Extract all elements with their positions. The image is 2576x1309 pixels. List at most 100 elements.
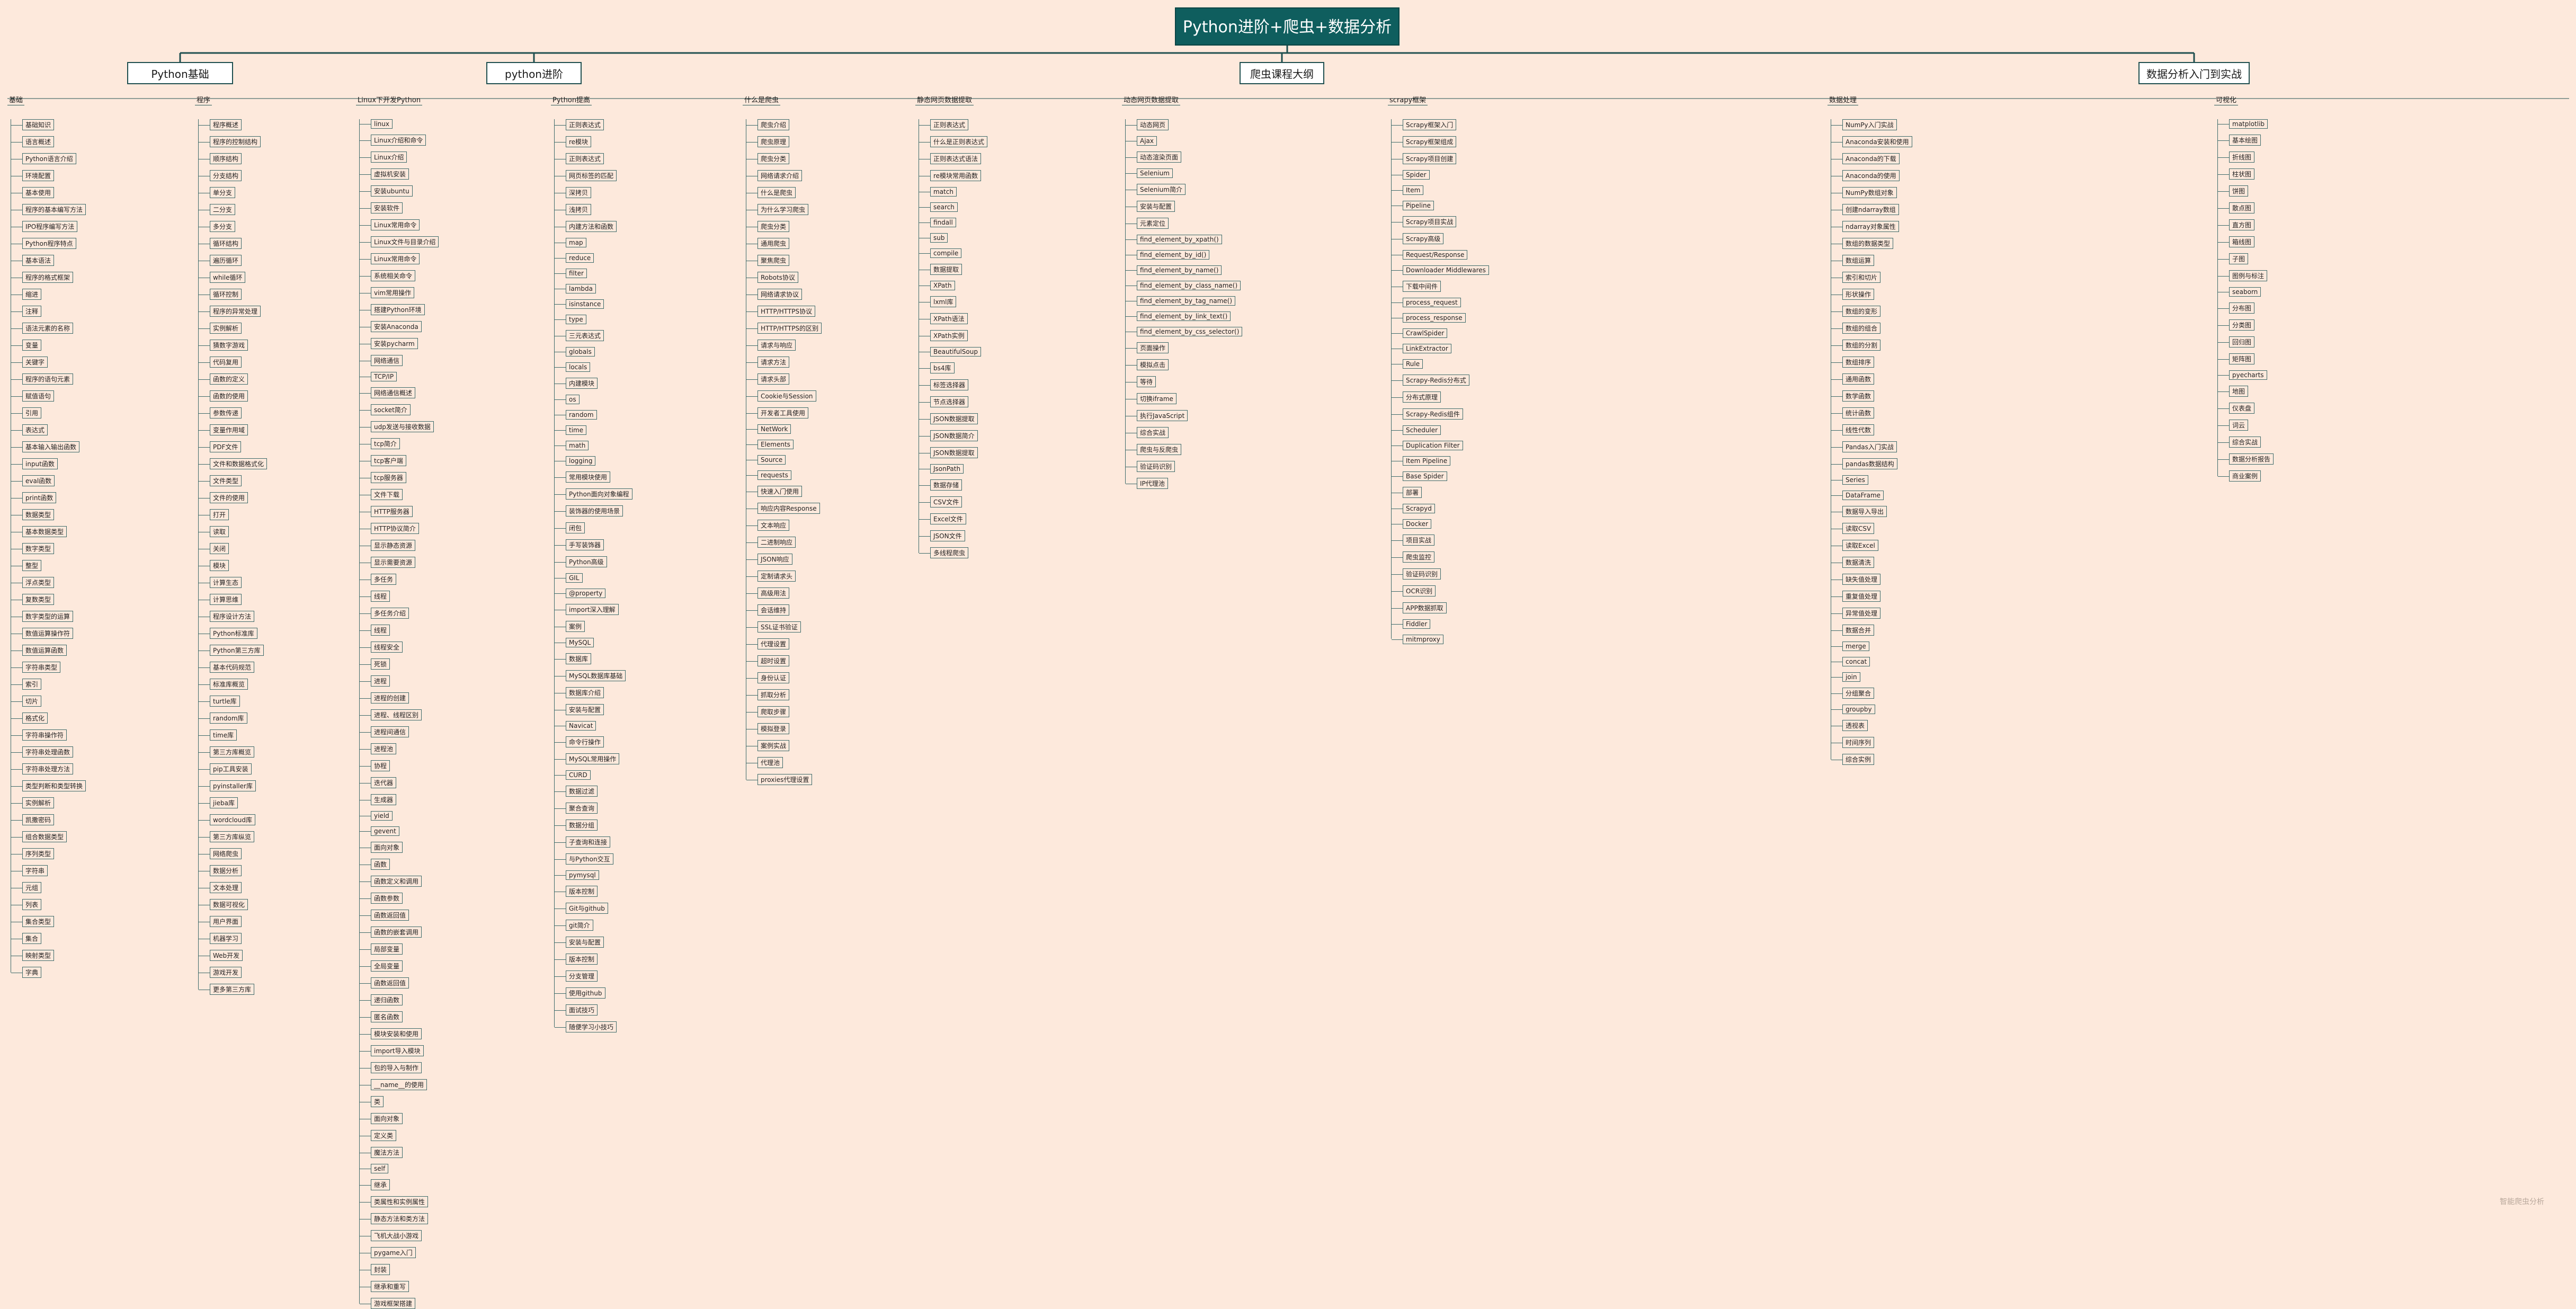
mindmap-node[interactable]: 字符串操作符 [11,729,67,741]
mindmap-node[interactable]: 分布式原理 [1391,391,1441,403]
mindmap-node[interactable]: 显示静态资源 [359,540,416,551]
mindmap-node[interactable]: XPath语法 [919,313,968,324]
mindmap-node[interactable]: 打开 [198,509,229,520]
mindmap-node[interactable]: Python程序特点 [11,238,76,249]
mindmap-node[interactable]: pandas数据结构 [1831,458,1897,469]
mindmap-node[interactable]: 搭建Python环境 [360,304,425,315]
mindmap-node[interactable]: 请求头部 [746,373,790,385]
mindmap-node[interactable]: 数据合并 [1831,625,1875,636]
mindmap-node[interactable]: 折线图 [2217,152,2255,163]
mindmap-node[interactable]: 机器学习 [198,933,242,944]
mindmap-node[interactable]: groupby [1831,705,1875,714]
mindmap-node[interactable]: vim常用操作 [359,287,415,298]
mindmap-node[interactable]: find_element_by_id() [1125,250,1210,260]
mindmap-node[interactable]: tcp客户端 [360,455,406,466]
mindmap-node[interactable]: 更多第三方库 [198,984,255,995]
mindmap-node[interactable]: 多线程爬虫 [919,547,969,558]
mindmap-node[interactable]: 数据导入导出 [1831,506,1887,517]
mindmap-node[interactable]: 变量作用域 [198,424,248,435]
mindmap-node[interactable]: 安装与配置 [554,937,604,948]
mindmap-node[interactable]: 分组聚合 [1831,688,1875,699]
mindmap-node[interactable]: 面向对象 [359,842,403,853]
mindmap-node[interactable]: Python面向对象编程 [555,488,632,500]
mindmap-node[interactable]: 数值运算函数 [11,645,67,656]
mindmap-node[interactable]: 游戏框架搭建 [359,1298,416,1309]
mindmap-node[interactable]: 魔法方法 [359,1147,403,1158]
mindmap-node[interactable]: 循环结构 [198,238,242,249]
topic-data-analysis[interactable]: 数据分析入门到实战 [2138,62,2250,84]
mindmap-node[interactable]: Item [1391,185,1424,195]
mindmap-node[interactable]: input函数 [11,458,58,469]
mindmap-node[interactable]: tcp服务器 [360,472,406,483]
mindmap-node[interactable]: 匿名函数 [359,1011,403,1022]
mindmap-node[interactable]: 通用函数 [1831,373,1875,385]
mindmap-node[interactable]: JsonPath [919,464,964,474]
mindmap-node[interactable]: Scrapy-Redis组件 [1392,408,1463,420]
mindmap-node[interactable]: 统计函数 [1831,407,1875,418]
mindmap-node[interactable]: 代理设置 [746,638,790,649]
mindmap-node[interactable]: 数据分析 [198,865,242,876]
mindmap-node[interactable]: import深入理解 [555,604,619,615]
mindmap-node[interactable]: match [919,187,957,197]
mindmap-node[interactable]: HTTP服务器 [360,506,413,517]
mindmap-node[interactable]: 代理池 [746,757,783,768]
mindmap-node[interactable]: 会话维持 [746,604,790,616]
mindmap-node[interactable]: self [359,1164,389,1173]
branch-head[interactable]: Python提高 [551,94,592,105]
mindmap-node[interactable]: pip工具安装 [199,763,252,774]
mindmap-node[interactable]: 散点图 [2217,202,2255,213]
mindmap-node[interactable]: 虚拟机安装 [359,168,409,180]
mindmap-node[interactable]: tcp简介 [360,438,400,449]
mindmap-node[interactable]: 安装软件 [359,202,403,213]
mindmap-node[interactable]: findall [919,218,956,227]
mindmap-node[interactable]: Python语言介绍 [11,153,76,164]
mindmap-node[interactable]: 内建模块 [554,378,598,389]
mindmap-node[interactable]: socket简介 [360,404,411,415]
mindmap-node[interactable]: 程序的格式框架 [11,272,74,283]
branch-head[interactable]: Linux下开发Python [356,94,423,105]
mindmap-node[interactable]: import导入模块 [360,1045,424,1056]
mindmap-node[interactable]: 回归图 [2217,336,2255,348]
mindmap-node[interactable]: 环境配置 [11,170,55,181]
mindmap-node[interactable]: proxies代理设置 [746,774,813,785]
mindmap-node[interactable]: 正则表达式 [554,119,604,130]
mindmap-node[interactable]: 飞机大战小游戏 [359,1230,422,1241]
mindmap-node[interactable]: 赋值语句 [11,390,55,402]
mindmap-node[interactable]: 顺序结构 [198,153,242,164]
mindmap-node[interactable]: 网络通信 [359,355,403,366]
mindmap-node[interactable]: 数组运算 [1831,255,1875,266]
mindmap-node[interactable]: Scrapy框架组成 [1391,136,1457,147]
mindmap-node[interactable]: linux [360,119,393,129]
mindmap-node[interactable]: 游戏开发 [198,967,242,978]
mindmap-node[interactable]: 异常值处理 [1831,608,1881,619]
mindmap-node[interactable]: locals [554,362,591,372]
mindmap-node[interactable]: 映射类型 [11,950,55,961]
mindmap-node[interactable]: MySQL常用操作 [554,753,620,764]
mindmap-node[interactable]: XPath [919,281,955,290]
mindmap-node[interactable]: 聚焦爬虫 [746,255,790,266]
mindmap-node[interactable]: 仪表盘 [2217,403,2255,414]
mindmap-node[interactable]: seaborn [2217,287,2261,297]
mindmap-node[interactable]: 生成器 [359,794,397,805]
mindmap-node[interactable]: 继承和重写 [359,1281,409,1292]
mindmap-node[interactable]: 语法元素的名称 [11,323,74,334]
mindmap-node[interactable]: 数据类型 [11,509,55,520]
mindmap-node[interactable]: 数组的数据类型 [1831,238,1894,249]
mindmap-node[interactable]: 数组的组合 [1831,323,1881,334]
mindmap-node[interactable]: Scheduler [1391,425,1441,435]
mindmap-node[interactable]: 三元表达式 [554,330,604,341]
branch-head[interactable]: scrapy框架 [1388,94,1428,105]
mindmap-node[interactable]: 多任务介绍 [359,608,409,619]
mindmap-node[interactable]: 缩进 [11,289,42,300]
mindmap-node[interactable]: 类属性和实例属性 [359,1196,429,1207]
mindmap-node[interactable]: 基本绘图 [2217,135,2261,146]
mindmap-node[interactable]: 使用github [555,987,605,999]
mindmap-node[interactable]: 模拟登录 [746,723,790,734]
mindmap-node[interactable]: 爬虫介绍 [746,119,790,130]
mindmap-node[interactable]: search [919,202,958,212]
mindmap-node[interactable]: 数字类型 [11,543,55,554]
mindmap-node[interactable]: 分布图 [2217,302,2255,314]
mindmap-node[interactable]: 动态网页 [1125,119,1169,130]
mindmap-node[interactable]: Anaconda的使用 [1831,170,1900,181]
mindmap-node[interactable]: 面试技巧 [554,1004,598,1016]
